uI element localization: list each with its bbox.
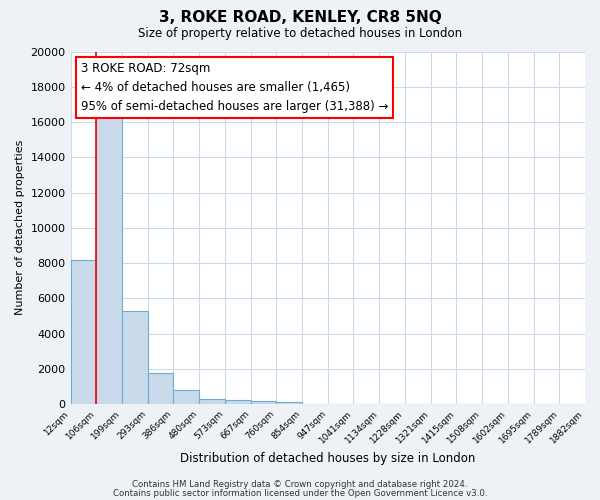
Text: Size of property relative to detached houses in London: Size of property relative to detached ho… bbox=[138, 28, 462, 40]
Bar bbox=[277, 402, 302, 404]
Bar bbox=[251, 402, 277, 404]
X-axis label: Distribution of detached houses by size in London: Distribution of detached houses by size … bbox=[180, 452, 475, 465]
Bar bbox=[122, 310, 148, 404]
Bar bbox=[148, 373, 173, 404]
Bar bbox=[71, 260, 96, 404]
Bar bbox=[225, 400, 251, 404]
Text: 3 ROKE ROAD: 72sqm
← 4% of detached houses are smaller (1,465)
95% of semi-detac: 3 ROKE ROAD: 72sqm ← 4% of detached hous… bbox=[81, 62, 388, 113]
Bar bbox=[173, 390, 199, 404]
Y-axis label: Number of detached properties: Number of detached properties bbox=[15, 140, 25, 316]
Text: Contains public sector information licensed under the Open Government Licence v3: Contains public sector information licen… bbox=[113, 488, 487, 498]
Bar bbox=[199, 399, 225, 404]
Bar bbox=[96, 112, 122, 404]
Text: Contains HM Land Registry data © Crown copyright and database right 2024.: Contains HM Land Registry data © Crown c… bbox=[132, 480, 468, 489]
Text: 3, ROKE ROAD, KENLEY, CR8 5NQ: 3, ROKE ROAD, KENLEY, CR8 5NQ bbox=[158, 10, 442, 25]
